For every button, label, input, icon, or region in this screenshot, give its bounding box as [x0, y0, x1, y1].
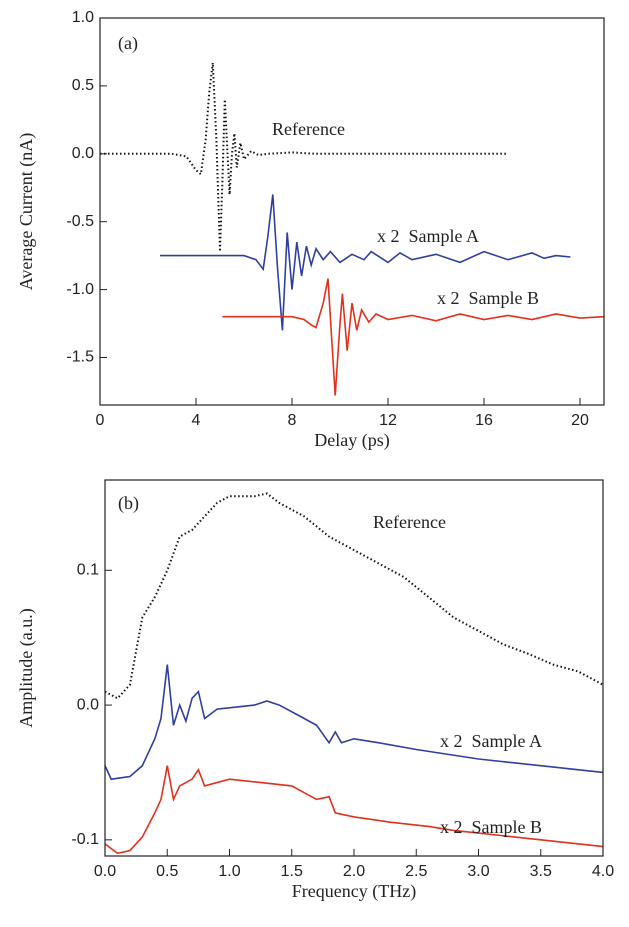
x-tick-label: 3.5 [530, 863, 552, 880]
y-tick-label: 1.0 [72, 9, 94, 26]
annotation: x 2 Sample A [440, 731, 542, 751]
annotation: (a) [118, 33, 138, 54]
plot-frame [104, 479, 604, 857]
annotation: x 2 Sample B [437, 288, 539, 308]
data-line [104, 492, 604, 700]
x-tick-label: 12 [379, 412, 397, 429]
y-axis-label: Average Current (nA) [16, 133, 37, 291]
y-tick-label: -1.0 [66, 281, 94, 298]
x-tick-label: 0 [96, 412, 105, 429]
y-tick-label: 0.1 [77, 562, 99, 579]
data-line [104, 765, 604, 855]
annotation: x 2 Sample B [440, 817, 542, 837]
x-tick-label: 0.0 [94, 863, 116, 880]
data-line [160, 194, 571, 331]
y-tick-label: -0.5 [66, 213, 94, 230]
x-axis-label: Delay (ps) [314, 430, 389, 451]
data-line [222, 278, 605, 396]
x-tick-label: 20 [571, 412, 589, 429]
x-tick-label: 3.0 [467, 863, 489, 880]
annotation: Reference [272, 119, 345, 139]
data-line [104, 664, 604, 781]
annotation: (b) [118, 493, 139, 514]
x-tick-label: 8 [288, 412, 297, 429]
x-tick-label: 1.0 [218, 863, 240, 880]
x-tick-label: 2.5 [405, 863, 427, 880]
y-tick-label: 0.5 [72, 77, 94, 94]
y-tick-label: 0.0 [77, 696, 99, 713]
x-tick-label: 1.5 [281, 863, 303, 880]
y-tick-label: -0.1 [71, 831, 99, 848]
annotation: x 2 Sample A [377, 226, 479, 246]
x-axis-label: Frequency (THz) [292, 881, 416, 902]
plot-frame [99, 17, 605, 406]
x-tick-label: 4.0 [592, 863, 614, 880]
x-tick-label: 4 [192, 412, 201, 429]
y-axis-label: Amplitude (a.u.) [16, 608, 37, 727]
y-tick-label: -1.5 [66, 349, 94, 366]
x-tick-label: 2.0 [343, 863, 365, 880]
y-tick-label: 0.0 [72, 145, 94, 162]
x-tick-label: 0.5 [156, 863, 178, 880]
data-line [100, 62, 508, 252]
x-tick-label: 16 [475, 412, 493, 429]
annotation: Reference [373, 512, 446, 532]
